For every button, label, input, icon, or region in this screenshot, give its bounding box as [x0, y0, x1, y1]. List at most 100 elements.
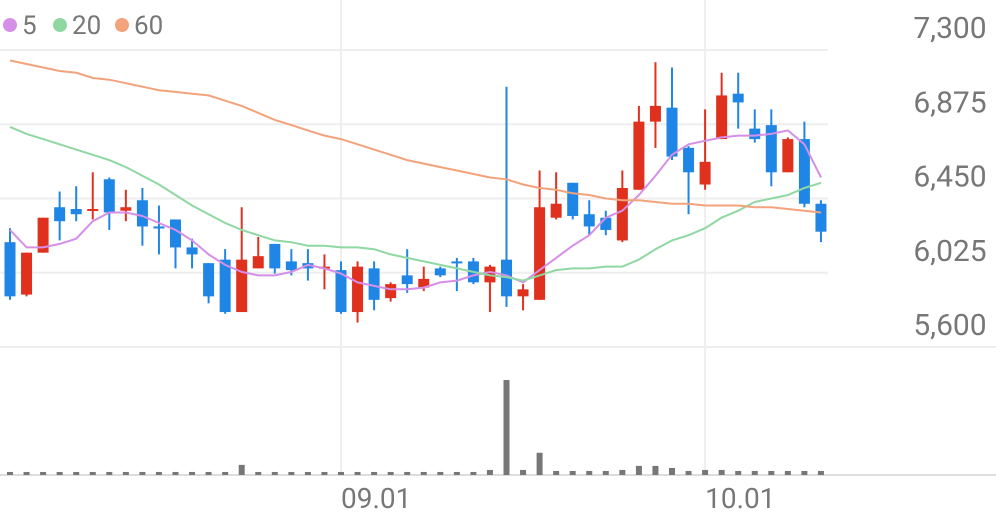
volume-bar — [685, 470, 692, 475]
candle-body — [815, 203, 827, 232]
volume-bar — [503, 380, 510, 475]
y-tick-label: 6,450 — [913, 160, 986, 195]
volume-bar — [784, 470, 791, 475]
volume-bar — [669, 467, 675, 475]
candle-body — [269, 243, 281, 269]
candle-body — [666, 107, 678, 157]
volume-bar — [635, 465, 642, 475]
ma-line — [9, 129, 822, 291]
legend-marker — [3, 18, 17, 32]
candle-body — [186, 247, 198, 255]
volume-bar — [255, 471, 262, 475]
candle-body — [385, 284, 397, 299]
volume-bar — [371, 471, 378, 475]
volume-bar — [23, 471, 30, 475]
volume-bar — [122, 471, 129, 475]
volume-bar — [652, 465, 659, 475]
candle-body — [335, 270, 347, 313]
volume-bar — [288, 471, 295, 475]
volume-bar — [106, 471, 113, 475]
volume-bar — [205, 471, 212, 475]
candle-body — [534, 207, 546, 300]
candle-body — [451, 261, 463, 264]
candle-body — [683, 147, 695, 173]
legend-label: 5 — [22, 11, 37, 41]
candle-body — [285, 261, 297, 271]
volume-bar — [222, 471, 229, 475]
candle-body — [170, 219, 181, 248]
candle-body — [550, 203, 562, 218]
volume-bar — [172, 471, 179, 475]
candle-body — [649, 105, 661, 122]
candle-body — [782, 139, 794, 173]
volume-bar — [801, 470, 808, 475]
volume-bar — [404, 471, 411, 475]
volume-bar — [7, 471, 13, 475]
volume-bar — [569, 470, 576, 475]
volume-bar — [553, 470, 560, 475]
candle-body — [434, 268, 446, 276]
y-tick-label: 6,875 — [913, 85, 986, 120]
candle-body — [600, 217, 612, 230]
candle-body — [103, 179, 115, 213]
candle-body — [120, 207, 132, 211]
volume-bar — [155, 471, 162, 475]
candle-body — [567, 182, 579, 216]
volume-bar — [768, 470, 775, 475]
volume-bar — [304, 471, 311, 475]
volume-bar — [453, 471, 460, 475]
volume-bar — [702, 469, 709, 475]
legend-label: 60 — [134, 11, 163, 41]
x-tick-label: 10.01 — [705, 482, 775, 515]
legend-marker — [115, 18, 129, 32]
volume-bar — [586, 470, 593, 475]
volume-bar — [189, 471, 196, 475]
volume-bar — [735, 470, 742, 475]
volume-bar — [387, 471, 394, 475]
volume-bar — [437, 471, 444, 475]
volume-bar — [321, 471, 328, 475]
candle-body — [401, 275, 413, 285]
volume-bar — [470, 471, 477, 475]
candle-body — [418, 278, 430, 288]
volume-bar — [520, 469, 527, 475]
volume-bar — [619, 469, 626, 475]
volume-bar — [238, 464, 245, 475]
candle-body — [798, 139, 810, 204]
legend-label: 20 — [72, 11, 101, 41]
x-tick-label: 09.01 — [341, 482, 411, 515]
ma-line — [9, 59, 822, 214]
volume-bar — [602, 470, 609, 475]
volume-bar — [420, 471, 427, 475]
ma-line — [9, 125, 822, 282]
candle-body — [70, 208, 82, 215]
candle-body — [136, 200, 148, 227]
candle-body — [4, 242, 16, 297]
legend-marker — [53, 18, 67, 32]
candle-body — [633, 121, 645, 190]
volume-bar — [817, 470, 824, 475]
volume-bar — [536, 452, 543, 475]
candle-body — [203, 263, 215, 297]
volume-bar — [718, 469, 725, 475]
candle-body — [37, 217, 49, 253]
candle-body — [583, 214, 595, 227]
candle-body — [716, 95, 728, 140]
candle-body — [219, 259, 231, 313]
y-tick-label: 5,600 — [913, 308, 986, 343]
volume-bar — [486, 469, 493, 475]
volume-bar — [271, 471, 278, 475]
candle-body — [732, 93, 744, 103]
candle-body — [368, 268, 380, 300]
volume-bar — [89, 471, 96, 475]
candle-body — [153, 226, 165, 229]
candle-body — [352, 266, 364, 313]
candle-body — [252, 256, 264, 269]
volume-bar — [56, 471, 63, 475]
volume-bar — [338, 471, 344, 475]
candle-body — [749, 128, 761, 140]
candle-body — [699, 161, 711, 185]
volume-bar — [354, 471, 361, 475]
candle-body — [765, 125, 777, 173]
